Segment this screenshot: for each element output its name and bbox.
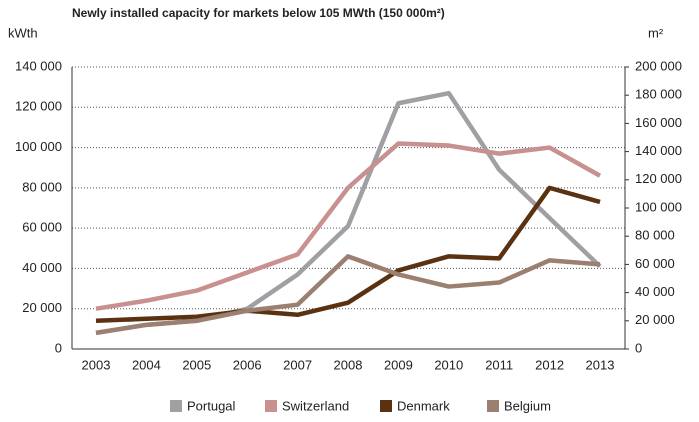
y2-tick-label: 160 000 bbox=[635, 115, 682, 130]
y-tick-label: 140 000 bbox=[15, 58, 62, 73]
y2-tick-label: 20 000 bbox=[635, 312, 675, 327]
legend-swatch bbox=[380, 400, 392, 412]
x-tick-label: 2008 bbox=[334, 357, 363, 372]
legend-label: Switzerland bbox=[282, 398, 349, 413]
y2-tick-label: 140 000 bbox=[635, 143, 682, 158]
legend-swatch bbox=[170, 400, 182, 412]
y2-tick-label: 60 000 bbox=[635, 256, 675, 271]
x-tick-label: 2013 bbox=[586, 357, 615, 372]
series-line bbox=[95, 141, 602, 311]
y2-tick-label: 120 000 bbox=[635, 171, 682, 186]
legend-label: Belgium bbox=[504, 398, 551, 413]
series-line bbox=[95, 185, 601, 324]
x-tick-label: 2007 bbox=[283, 357, 312, 372]
y-tick-label: 0 bbox=[55, 340, 62, 355]
chart-title: Newly installed capacity for markets bel… bbox=[72, 6, 445, 20]
y-tick-label: 80 000 bbox=[22, 179, 62, 194]
y2-tick-label: 80 000 bbox=[635, 228, 675, 243]
y2-tick-label: 100 000 bbox=[635, 199, 682, 214]
x-tick-label: 2006 bbox=[233, 357, 262, 372]
x-tick-label: 2011 bbox=[485, 357, 513, 372]
y-tick-label: 20 000 bbox=[22, 300, 62, 315]
y2-tick-label: 180 000 bbox=[635, 87, 682, 102]
x-tick-label: 2004 bbox=[132, 357, 161, 372]
y-tick-label: 120 000 bbox=[15, 99, 62, 114]
y2-tick-label: 40 000 bbox=[635, 284, 675, 299]
legend-swatch bbox=[487, 400, 499, 412]
y-axis-label: kWth bbox=[8, 25, 38, 40]
y2-axis-label: m² bbox=[648, 25, 664, 40]
y2-tick-label: 0 bbox=[635, 340, 642, 355]
x-tick-label: 2005 bbox=[182, 357, 211, 372]
y-tick-label: 60 000 bbox=[22, 220, 62, 235]
x-tick-label: 2003 bbox=[82, 357, 111, 372]
legend-label: Portugal bbox=[187, 398, 236, 413]
x-tick-label: 2010 bbox=[434, 357, 463, 372]
x-tick-label: 2012 bbox=[535, 357, 564, 372]
y-tick-label: 40 000 bbox=[22, 260, 62, 275]
series-line bbox=[95, 254, 601, 336]
x-tick-label: 2009 bbox=[384, 357, 413, 372]
legend-label: Denmark bbox=[397, 398, 450, 413]
y-tick-label: 100 000 bbox=[15, 139, 62, 154]
legend-swatch bbox=[265, 400, 277, 412]
y2-tick-label: 200 000 bbox=[635, 58, 682, 73]
